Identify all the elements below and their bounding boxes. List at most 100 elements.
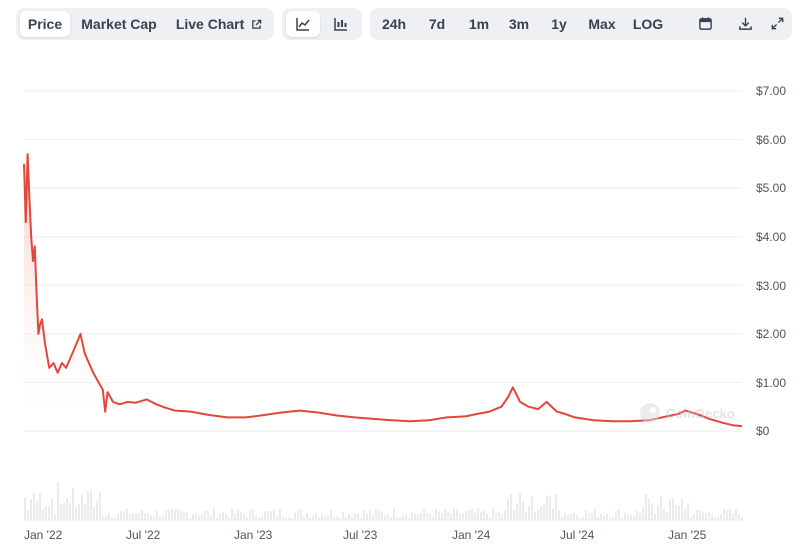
volume-bar	[549, 495, 551, 520]
range-24h[interactable]: 24h	[381, 16, 407, 32]
line-chart-button[interactable]	[286, 11, 320, 37]
volume-bar	[411, 511, 413, 520]
x-tick-label: Jan '25	[668, 528, 707, 542]
volume-bar	[63, 503, 65, 520]
volume-bar	[441, 513, 443, 520]
volume-bar	[174, 508, 176, 520]
volume-bar	[231, 508, 233, 520]
volume-bar	[564, 513, 566, 520]
volume-bar	[60, 504, 62, 520]
volume-bar	[429, 513, 431, 520]
volume-bar	[516, 504, 518, 520]
volume-bar	[567, 515, 569, 520]
volume-bar	[354, 513, 356, 520]
volume-bar	[417, 514, 419, 520]
y-tick-label: $7.00	[756, 84, 787, 98]
volume-bar	[72, 488, 74, 520]
tab-price[interactable]: Price	[20, 11, 70, 37]
tab-market-cap[interactable]: Market Cap	[81, 16, 157, 32]
volume-bar	[312, 515, 314, 520]
volume-bar	[99, 492, 101, 520]
range-7d[interactable]: 7d	[428, 16, 446, 32]
volume-bar	[69, 503, 71, 520]
volume-bar	[216, 517, 218, 520]
volume-bar	[462, 513, 464, 520]
range-1y[interactable]: 1y	[551, 16, 567, 32]
volume-bar	[639, 513, 641, 520]
volume-bar	[315, 513, 317, 520]
volume-bar	[606, 514, 608, 520]
calendar-button[interactable]	[690, 11, 720, 37]
volume-bar	[345, 517, 347, 520]
volume-bar	[729, 508, 731, 520]
volume-bar	[288, 517, 290, 520]
volume-bar	[105, 515, 107, 520]
volume-bar	[480, 511, 482, 520]
volume-bar	[213, 508, 215, 520]
volume-bar	[621, 517, 623, 520]
volume-bar	[156, 510, 158, 520]
volume-bar	[630, 514, 632, 520]
volume-bar	[177, 509, 179, 520]
volume-bar	[129, 514, 131, 520]
volume-bar	[612, 516, 614, 520]
candlestick-button[interactable]	[324, 11, 358, 37]
volume-bar	[582, 517, 584, 520]
tab-live-chart-label: Live Chart	[175, 16, 245, 32]
volume-bar	[576, 514, 578, 520]
volume-bar	[117, 513, 119, 520]
volume-bar	[585, 510, 587, 520]
volume-bar	[357, 513, 359, 520]
volume-bar	[336, 516, 338, 520]
volume-bar	[300, 509, 302, 520]
volume-bar	[270, 511, 272, 520]
volume-bar	[510, 494, 512, 520]
price-area	[24, 154, 742, 431]
volume-bar	[468, 510, 470, 520]
volume-bar	[201, 514, 203, 520]
volume-bar	[459, 513, 461, 520]
volume-bar	[447, 511, 449, 520]
volume-bar	[162, 515, 164, 520]
volume-bar	[702, 512, 704, 520]
volume-bar	[84, 504, 86, 520]
volume-bar	[513, 509, 515, 520]
volume-bar	[645, 493, 647, 520]
volume-bar	[717, 516, 719, 520]
volume-bar	[183, 511, 185, 520]
volume-bar	[291, 517, 293, 520]
volume-bar	[102, 516, 104, 520]
volume-bar	[588, 513, 590, 520]
volume-bar	[402, 516, 404, 520]
download-button[interactable]	[730, 11, 760, 37]
log-scale-toggle[interactable]: LOG	[632, 16, 664, 32]
price-line	[23, 153, 743, 428]
coingecko-watermark: CoinGecko	[640, 403, 735, 423]
volume-bar	[540, 506, 542, 520]
range-1m[interactable]: 1m	[468, 16, 490, 32]
volume-bar	[687, 503, 689, 520]
volume-bar	[279, 509, 281, 520]
line-chart-icon	[296, 18, 310, 31]
tab-live-chart[interactable]: Live Chart	[168, 11, 270, 37]
volume-bar	[474, 512, 476, 520]
volume-bar	[57, 481, 59, 520]
volume-bar	[168, 509, 170, 520]
volume-bar	[603, 515, 605, 520]
range-3m[interactable]: 3m	[508, 16, 530, 32]
volume-bar	[627, 515, 629, 520]
volume-bar	[360, 517, 362, 520]
volume-bar	[246, 516, 248, 520]
y-tick-label: $5.00	[756, 181, 787, 195]
volume-bar	[414, 513, 416, 520]
volume-bar	[48, 506, 50, 520]
volume-bar	[324, 515, 326, 520]
volume-bar	[708, 511, 710, 520]
volume-bar	[228, 517, 230, 520]
range-max[interactable]: Max	[588, 16, 616, 32]
volume-bar	[507, 499, 509, 520]
volume-bar	[186, 512, 188, 520]
volume-bar	[543, 503, 545, 520]
fullscreen-button[interactable]	[762, 11, 792, 37]
volume-bar	[600, 513, 602, 520]
